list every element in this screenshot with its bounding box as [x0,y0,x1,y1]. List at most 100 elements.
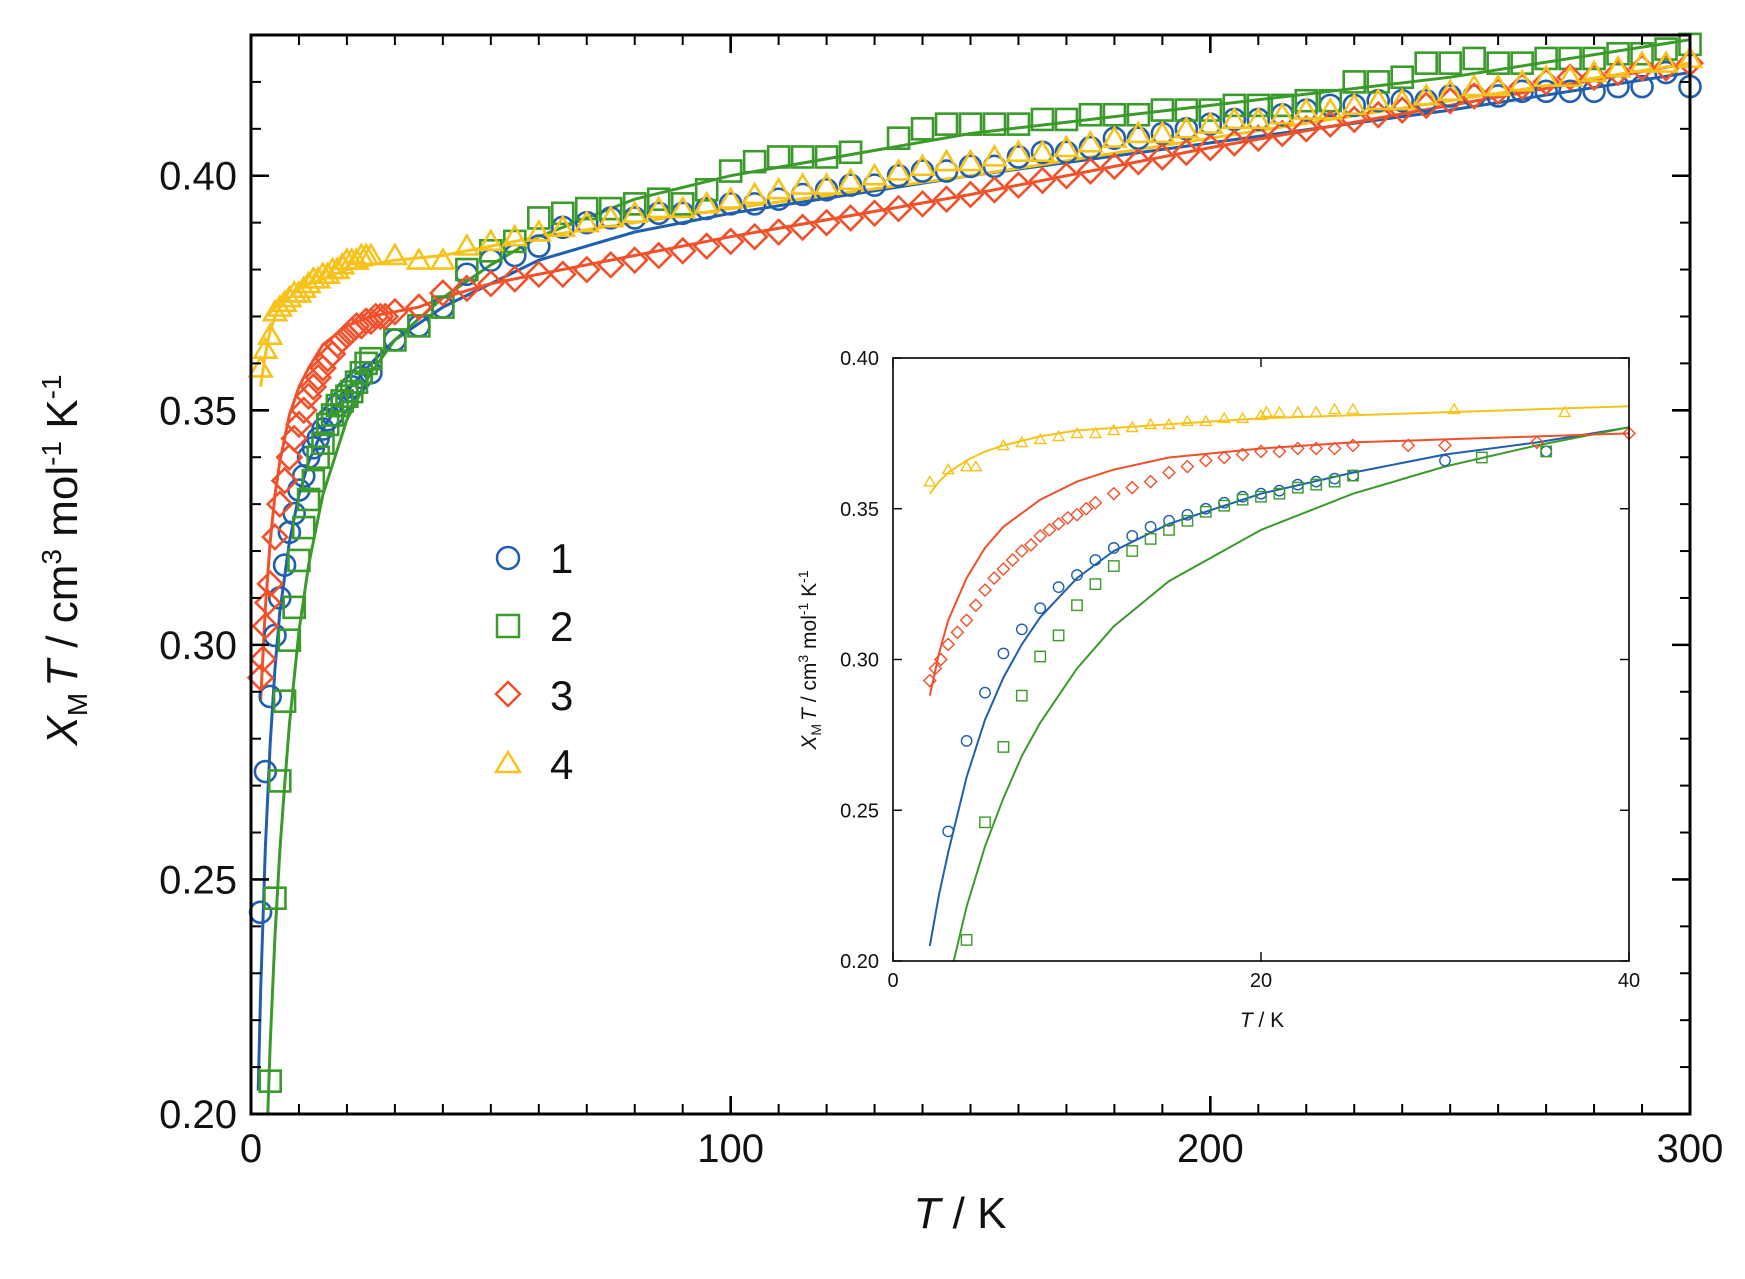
main-point-series-4 [1508,68,1536,92]
inset-point-series-2 [1144,533,1157,545]
main-point-series-4 [1412,82,1440,106]
inset-point-series-3 [1051,516,1066,531]
main-point-series-3 [371,302,400,331]
main-point-series-4 [1484,73,1512,97]
inset-point-series-1 [979,686,991,699]
inset-point-series-4 [1235,411,1250,424]
inset-point-series-4 [1015,435,1029,448]
main-point-series-3 [1004,171,1033,200]
main-point-series-2 [1606,41,1630,66]
main-point-series-4 [1173,115,1200,139]
main-point-series-2 [790,145,815,169]
inset-point-series-3 [978,583,992,598]
main-point-series-4 [1005,139,1032,162]
inset-point-series-4 [1143,417,1158,430]
main-point-series-2 [1030,107,1055,132]
inset-point-series-3 [950,625,965,640]
inset-point-series-3 [1309,441,1324,456]
inset-point-series-3 [996,562,1011,577]
inset-point-series-2 [1199,505,1212,518]
main-point-series-3 [304,363,333,392]
main-point-series-4 [549,214,577,238]
inset-y-tick-label: 0.20 [840,951,879,973]
main-point-series-3 [1484,77,1513,106]
inset-point-series-4 [1346,402,1360,415]
main-point-series-2 [291,515,316,540]
inset-point-series-3 [1438,438,1452,453]
main-point-series-3 [764,218,793,246]
inset-point-series-4 [1088,426,1103,439]
main-point-series-3 [1604,58,1632,87]
inset-point-series-1 [1034,602,1047,615]
main-point-series-4 [813,172,840,195]
main-point-series-2 [958,112,983,136]
main-point-series-2 [1462,46,1486,71]
main-point-series-3 [500,265,529,293]
main-point-series-2 [311,431,335,455]
inset-point-series-1 [1015,623,1028,636]
main-point-series-3 [836,204,865,232]
inset-point-series-2 [997,741,1010,753]
main-point-series-2 [694,178,719,202]
main-point-series-4 [1053,134,1080,158]
main-point-series-1 [814,178,839,202]
inset-point-series-2 [1163,523,1175,536]
main-point-series-2 [838,140,863,165]
inset-point-series-3 [1272,444,1287,459]
main-point-series-3 [1148,143,1177,171]
main-point-series-4 [429,247,457,270]
inset-point-series-2 [1310,478,1323,491]
main-point-series-2 [670,192,695,216]
inset-point-series-1 [1071,569,1083,581]
inset-point-series-3 [1024,537,1038,552]
main-point-series-2 [910,117,935,141]
main-point-series-1 [1006,145,1031,169]
inset-point-series-2 [1052,629,1065,642]
inset-plot: 0 20 40 0.20 0.25 0.30 0.35 0.40 T / K XMT / cm… [795,348,1640,1032]
main-point-series-1 [958,154,983,179]
inset-background [893,358,1629,961]
inset-point-series-3 [1235,447,1250,462]
inset-point-series-1 [1163,514,1175,527]
inset-point-series-4 [1327,402,1342,415]
main-point-series-4 [1460,73,1488,97]
inset-point-series-3 [1042,522,1057,537]
main-point-series-2 [258,1069,282,1093]
main-point-series-2 [1414,51,1438,75]
main-point-series-2 [359,346,383,371]
main-point-series-3 [716,227,745,256]
main-point-series-4 [1292,96,1320,120]
inset-point-series-3 [1125,480,1140,495]
main-point-series-4 [1125,120,1152,144]
inset-point-series-2 [1540,445,1553,458]
main-point-series-4 [256,322,284,345]
main-point-series-4 [957,148,984,172]
main-point-series-4 [933,148,960,172]
main-point-series-3 [1364,100,1393,129]
main-point-series-3 [980,175,1009,204]
inset-x-tick-label: 20 [1250,970,1272,992]
inset-point-series-4 [1162,417,1176,430]
inset-point-series-4 [941,462,955,475]
main-point-series-3 [1532,67,1561,96]
main-point-series-4 [885,157,912,181]
main-point-series-2 [1246,93,1271,118]
main-point-series-4 [765,176,792,200]
inset-point-series-4 [959,459,974,472]
main-point-series-4 [669,195,696,219]
main-point-series-1 [646,201,671,226]
main-point-series-1 [910,159,935,183]
main-point-series-4 [1077,129,1104,153]
main-y-tick-label: 0.40 [159,155,237,199]
main-point-series-3 [908,189,937,218]
main-point-series-3 [1508,72,1537,101]
main-point-series-3 [1220,128,1249,157]
main-point-series-4 [1388,87,1416,111]
inset-point-series-4 [1070,426,1084,439]
main-point-series-4 [909,153,936,177]
main-point-series-1 [272,553,297,577]
inset-point-series-2 [1291,481,1304,494]
main-point-series-3 [265,490,294,519]
inset-point-series-4 [1180,414,1195,427]
